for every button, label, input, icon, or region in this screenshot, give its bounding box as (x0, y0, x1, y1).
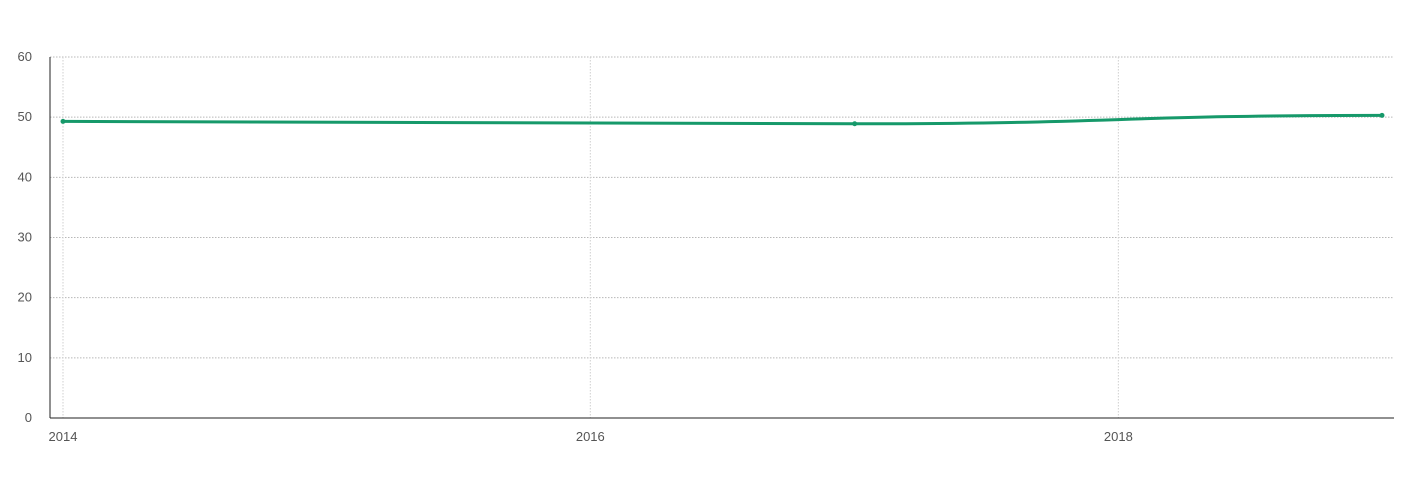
y-tick-label: 0 (25, 410, 32, 425)
axes (49, 57, 1394, 419)
y-tick-label: 50 (18, 109, 32, 124)
y-tick-label: 40 (18, 169, 32, 184)
x-tick-label: 2018 (1104, 429, 1133, 444)
tick-labels: 0 10 20 30 40 50 60 2014 2016 2018 (18, 49, 1133, 444)
y-tick-label: 10 (18, 350, 32, 365)
data-point (1379, 112, 1385, 118)
data-point (60, 118, 66, 124)
data-point (852, 121, 858, 127)
x-tick-label: 2014 (49, 429, 78, 444)
y-tick-label: 20 (18, 290, 32, 305)
y-tick-label: 60 (18, 49, 32, 64)
series-line (61, 113, 1384, 126)
grid (50, 56, 1394, 418)
series (60, 112, 1385, 127)
x-tick-label: 2016 (576, 429, 605, 444)
y-tick-label: 30 (18, 230, 32, 245)
